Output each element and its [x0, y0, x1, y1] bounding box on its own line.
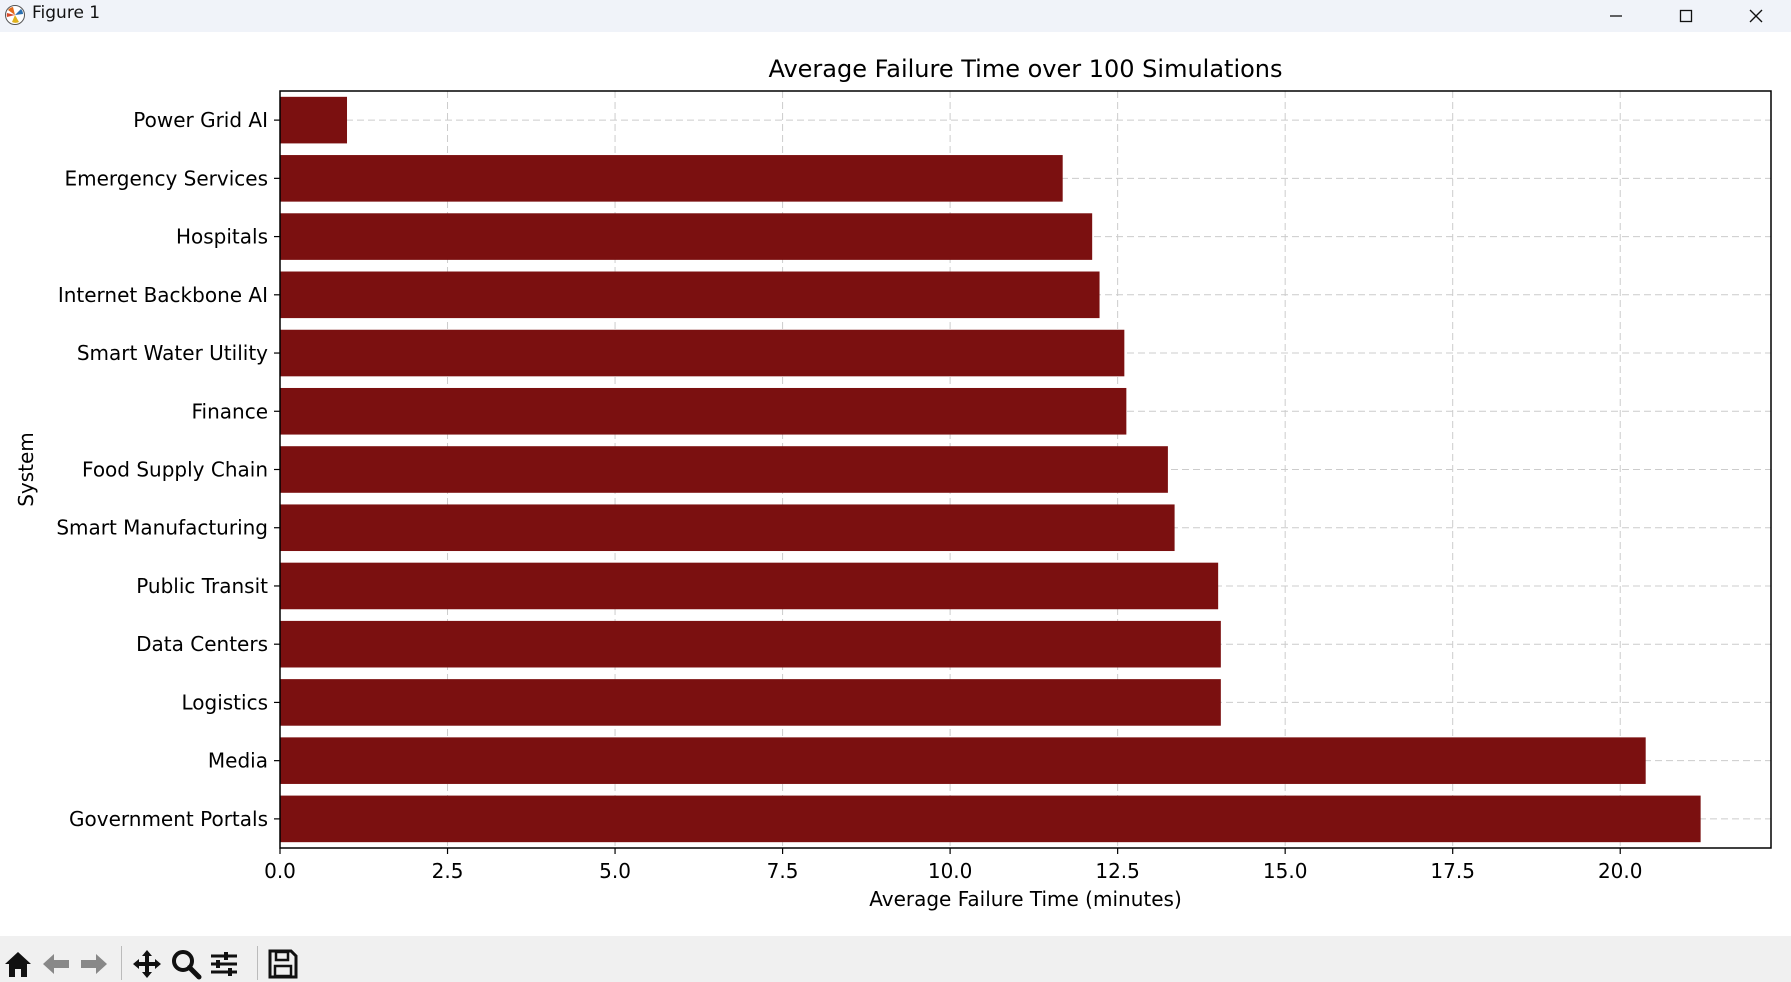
chart-title: Average Failure Time over 100 Simulation…: [768, 55, 1282, 83]
y-tick-label: Media: [208, 749, 268, 773]
home-button[interactable]: [0, 946, 36, 982]
bar-government-portals: [280, 795, 1701, 843]
y-tick-label: Finance: [191, 399, 268, 423]
y-tick-label: Power Grid AI: [133, 108, 268, 132]
window-title: Figure 1: [32, 3, 101, 23]
minimize-icon: [1610, 15, 1622, 17]
window-titlebar: Figure 1: [0, 0, 1791, 32]
bar-chart: Power Grid AI Emergency Services Hospitals…: [14, 55, 1772, 911]
toolbar-separator: [121, 946, 122, 980]
figure-canvas: Power Grid AI Emergency Services Hospitals…: [0, 32, 1791, 936]
y-tick-label: Food Supply Chain: [82, 458, 268, 482]
bar-hospitals: [280, 213, 1093, 260]
back-button[interactable]: [38, 946, 74, 982]
configure-subplots-button[interactable]: [206, 946, 242, 982]
bar-public-transit: [280, 562, 1219, 610]
forward-button[interactable]: [76, 946, 112, 982]
x-tick-label: 0.0: [264, 859, 296, 883]
x-tick-label: 20.0: [1598, 859, 1643, 883]
matplotlib-logo-icon: [5, 5, 25, 25]
close-icon: [1749, 9, 1763, 23]
bar-smart-manufacturing: [280, 504, 1175, 552]
home-icon: [5, 952, 31, 977]
x-tick-label: 5.0: [599, 859, 631, 883]
x-tick-label: 17.5: [1430, 859, 1475, 883]
y-tick-label: Smart Manufacturing: [56, 516, 268, 540]
zoom-button[interactable]: [168, 946, 204, 982]
bar-internet-backbone-ai: [280, 271, 1100, 319]
bar-logistics: [280, 679, 1221, 726]
y-tick-label: Data Centers: [136, 632, 268, 656]
bar-power-grid-ai: [280, 96, 348, 144]
bar-smart-water-utility: [280, 329, 1125, 377]
bar-finance: [280, 387, 1127, 435]
close-button[interactable]: [1721, 0, 1791, 32]
toolbar-separator: [257, 946, 258, 980]
x-tick-label: 12.5: [1095, 859, 1140, 883]
maximize-button[interactable]: [1651, 0, 1721, 32]
y-tick-label: Internet Backbone AI: [58, 283, 268, 307]
pan-icon: [133, 950, 161, 978]
minimize-button[interactable]: [1581, 0, 1651, 32]
back-arrow-icon: [43, 954, 69, 974]
configure-subplots-icon: [211, 952, 237, 976]
x-tick-label: 15.0: [1263, 859, 1308, 883]
bar-food-supply-chain: [280, 446, 1168, 493]
maximize-icon: [1679, 9, 1693, 23]
save-icon: [268, 949, 298, 979]
navigation-toolbar: [0, 936, 1791, 982]
pan-button[interactable]: [129, 946, 165, 982]
bar-data-centers: [280, 620, 1221, 668]
y-tick-label: Emergency Services: [65, 166, 269, 190]
y-axis-label: System: [14, 432, 38, 507]
y-tick-label: Public Transit: [136, 574, 268, 598]
x-tick-label: 2.5: [432, 859, 464, 883]
x-tick-label: 7.5: [767, 859, 799, 883]
bar-emergency-services: [280, 155, 1063, 202]
x-tick-label: 10.0: [928, 859, 973, 883]
bar-media: [280, 737, 1646, 784]
y-tick-label: Logistics: [181, 690, 268, 714]
y-tick-label: Hospitals: [176, 225, 268, 249]
forward-arrow-icon: [81, 954, 107, 974]
y-tick-label: Government Portals: [69, 807, 268, 831]
save-button[interactable]: [265, 946, 301, 982]
zoom-icon: [172, 950, 202, 980]
y-tick-label: Smart Water Utility: [77, 341, 268, 365]
x-axis-label: Average Failure Time (minutes): [869, 887, 1182, 911]
